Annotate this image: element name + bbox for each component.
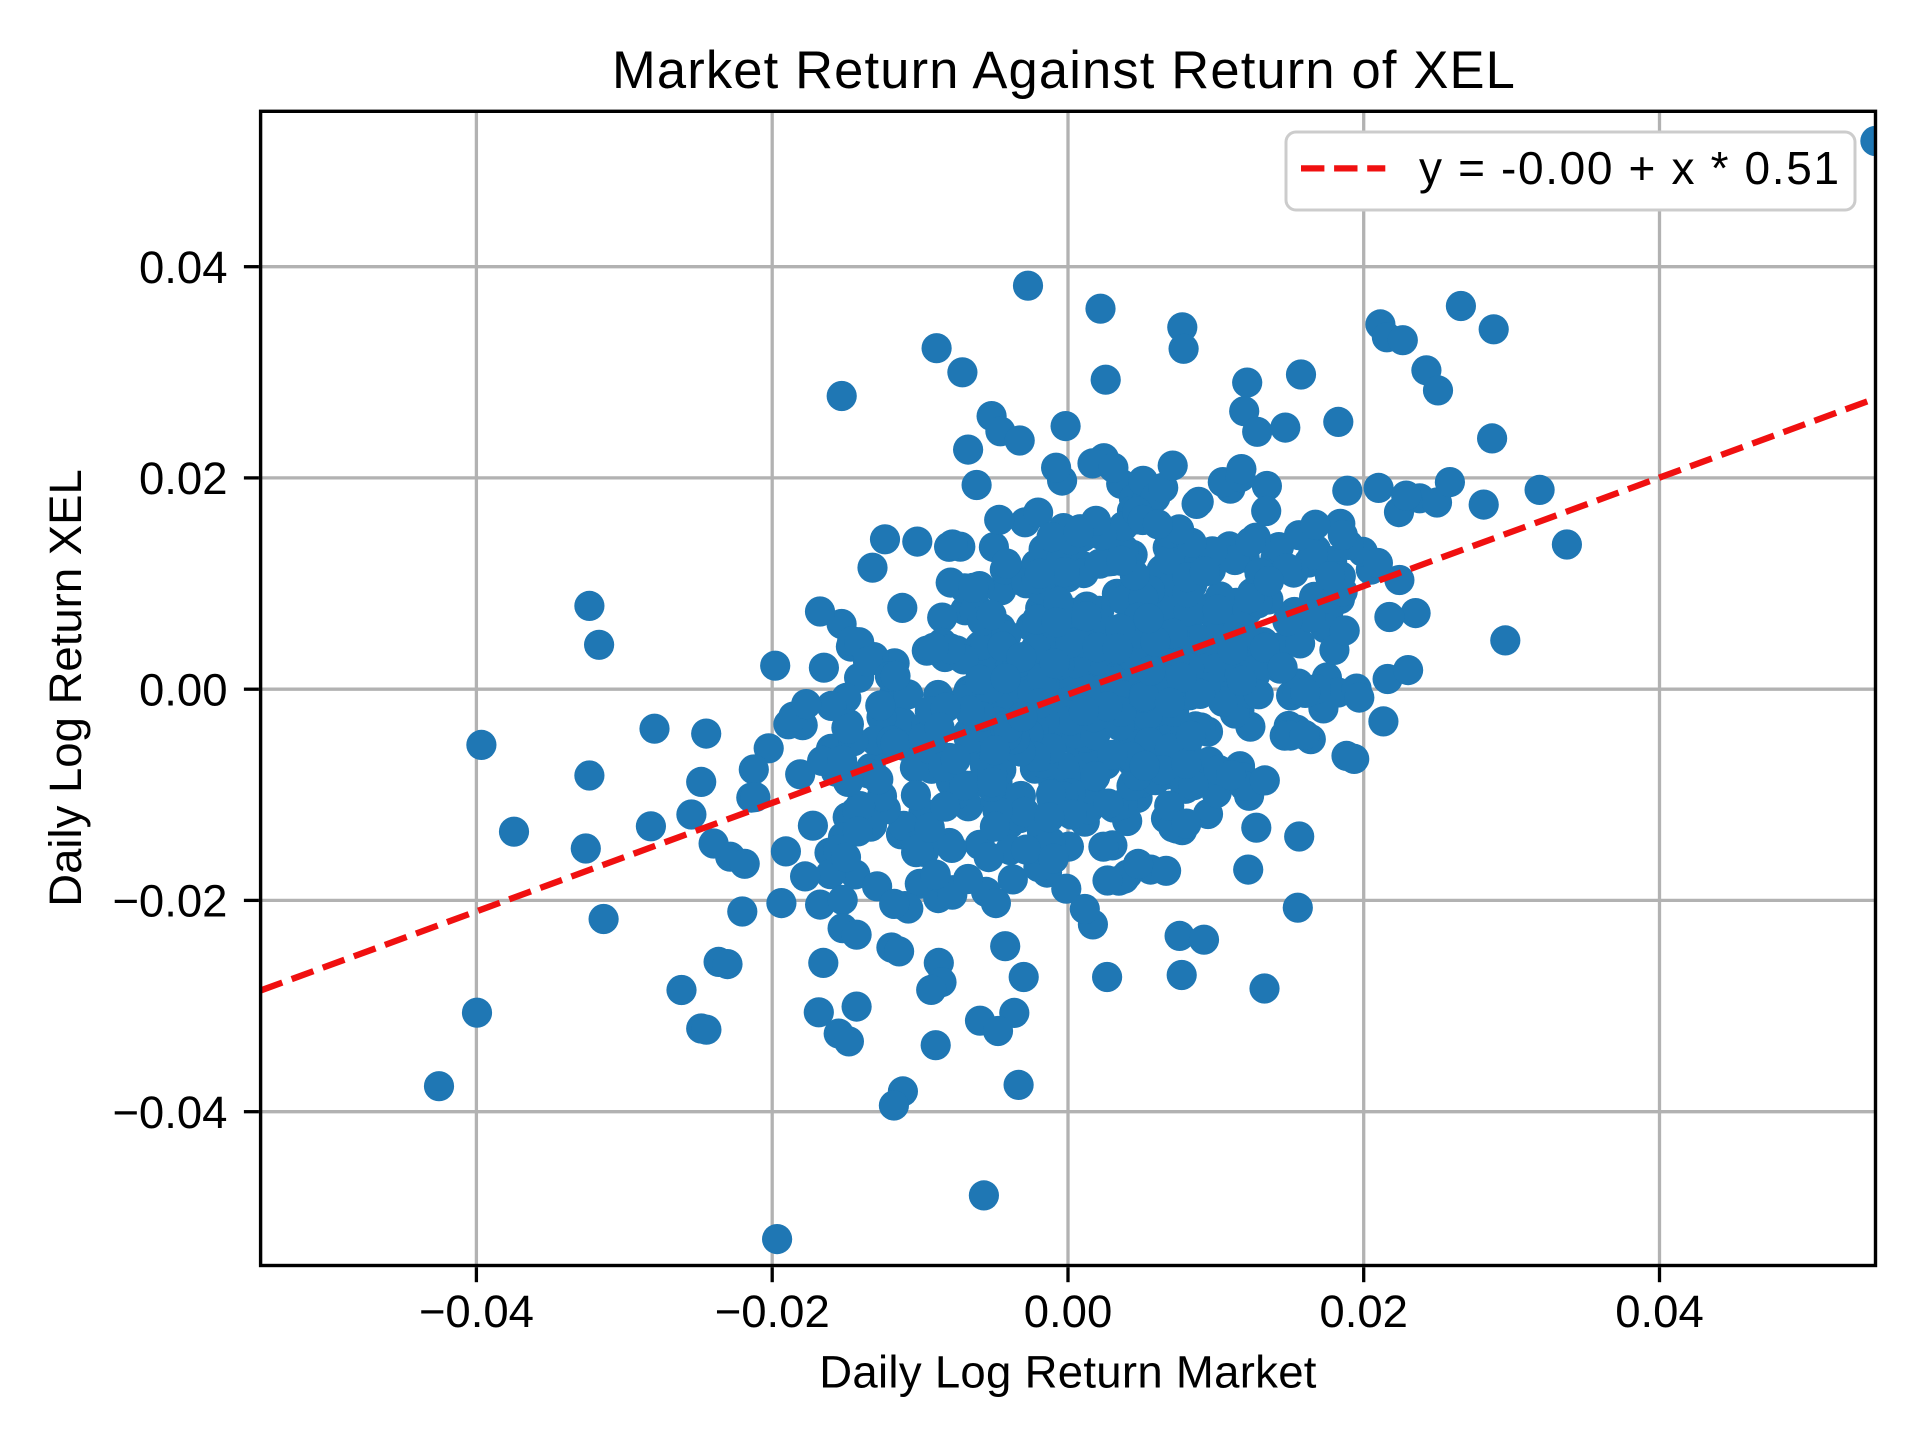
svg-text:0.00: 0.00 — [139, 664, 228, 715]
svg-text:y = -0.00 + x * 0.51: y = -0.00 + x * 0.51 — [1419, 142, 1841, 194]
svg-text:−0.04: −0.04 — [112, 1087, 227, 1138]
svg-text:0.02: 0.02 — [1319, 1286, 1408, 1337]
svg-text:−0.04: −0.04 — [419, 1286, 534, 1337]
svg-text:0.04: 0.04 — [1615, 1286, 1704, 1337]
svg-text:Daily Log Return Market: Daily Log Return Market — [819, 1347, 1317, 1398]
svg-text:−0.02: −0.02 — [715, 1286, 830, 1337]
svg-text:0.00: 0.00 — [1024, 1286, 1113, 1337]
svg-text:Daily Log Return XEL: Daily Log Return XEL — [40, 469, 91, 907]
svg-text:0.02: 0.02 — [139, 453, 228, 504]
svg-text:Market Return Against Return o: Market Return Against Return of XEL — [612, 41, 1516, 100]
svg-text:−0.02: −0.02 — [112, 876, 227, 927]
svg-text:0.04: 0.04 — [139, 242, 228, 293]
